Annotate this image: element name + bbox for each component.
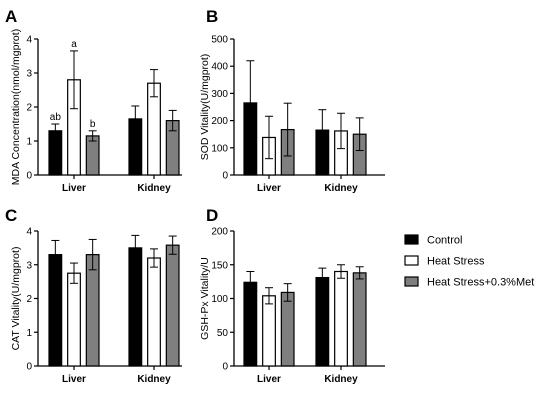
panel-letter: A xyxy=(5,7,17,26)
x-category-label: Liver xyxy=(257,183,281,194)
y-tick-label: 4 xyxy=(26,35,32,46)
x-category-label: Kidney xyxy=(137,183,171,194)
bar-liver-1 xyxy=(67,272,81,367)
x-category-label: Kidney xyxy=(324,183,358,194)
x-category-label: Kidney xyxy=(324,374,358,385)
bar-liver-1 xyxy=(262,295,276,367)
y-tick-label: 100 xyxy=(211,143,228,154)
significance-label: b xyxy=(90,119,96,130)
significance-label: ab xyxy=(50,112,62,123)
chart-panel-c: C CAT Vitality(U/mgprot) 0 1 2 3 4 Liver Kidney xyxy=(5,206,182,385)
significance-label: a xyxy=(71,39,77,50)
bar-liver-2 xyxy=(85,135,100,176)
legend-swatch xyxy=(404,276,419,287)
y-tick-label: 0 xyxy=(222,362,228,373)
y-axis-label: GSH-Px Vitality/U xyxy=(199,257,211,340)
y-tick-label: 1 xyxy=(26,328,32,339)
chart-panel-d: D GSH-Px Vitality/U 0 50 100 150 200 Liver Kidne… xyxy=(199,206,385,385)
chart-panel-b: B SOD Vitality(U/mgprot) 0 100 200 300 400 500 L… xyxy=(199,7,385,194)
y-tick-label: 100 xyxy=(211,294,228,305)
y-tick-label: 0 xyxy=(222,171,228,182)
y-tick-label: 0 xyxy=(26,171,32,182)
bar-liver-0 xyxy=(243,281,258,367)
y-tick-label: 2 xyxy=(26,294,32,305)
y-tick-label: 500 xyxy=(211,35,228,46)
panel-letter: D xyxy=(206,206,218,225)
legend: Control Heat Stress Heat Stress+0.3%Met xyxy=(404,234,534,289)
x-category-label: Liver xyxy=(257,374,281,385)
y-tick-label: 200 xyxy=(211,116,228,127)
panel-letter: B xyxy=(206,7,218,26)
y-tick-label: 4 xyxy=(26,227,32,238)
y-tick-label: 150 xyxy=(211,260,228,271)
y-tick-label: 3 xyxy=(26,69,32,80)
bar-liver-2 xyxy=(280,291,295,367)
panel-letter: C xyxy=(5,206,17,225)
bar-kidney-1 xyxy=(147,257,161,367)
y-tick-label: 200 xyxy=(211,227,228,238)
y-tick-label: 50 xyxy=(217,328,229,339)
y-tick-label: 400 xyxy=(211,62,228,73)
bar-kidney-0 xyxy=(128,247,143,367)
legend-swatch xyxy=(404,234,419,245)
legend-swatch xyxy=(404,255,419,266)
y-tick-label: 300 xyxy=(211,89,228,100)
legend-label: Heat Stress xyxy=(427,256,485,268)
y-axis-label: MDA Concentration(nmol/mgprot) xyxy=(10,29,22,185)
y-axis-label: SOD Vitality(U/mgprot) xyxy=(199,54,211,161)
bar-liver-2 xyxy=(85,254,100,367)
legend-label: Heat Stress+0.3%Met xyxy=(427,277,534,289)
x-category-label: Kidney xyxy=(137,374,171,385)
y-tick-label: 3 xyxy=(26,260,32,271)
bar-kidney-2 xyxy=(352,272,367,367)
legend-label: Control xyxy=(427,235,462,247)
bar-kidney-0 xyxy=(315,276,330,367)
bar-kidney-1 xyxy=(334,270,348,367)
bar-liver-0 xyxy=(48,254,63,367)
y-tick-label: 0 xyxy=(26,362,32,373)
y-tick-label: 2 xyxy=(26,103,32,114)
x-category-label: Liver xyxy=(62,183,86,194)
x-category-label: Liver xyxy=(62,374,86,385)
bar-kidney-2 xyxy=(165,244,180,367)
y-axis-label: CAT Vitality(U/mgprot) xyxy=(10,247,22,351)
y-tick-label: 1 xyxy=(26,137,32,148)
